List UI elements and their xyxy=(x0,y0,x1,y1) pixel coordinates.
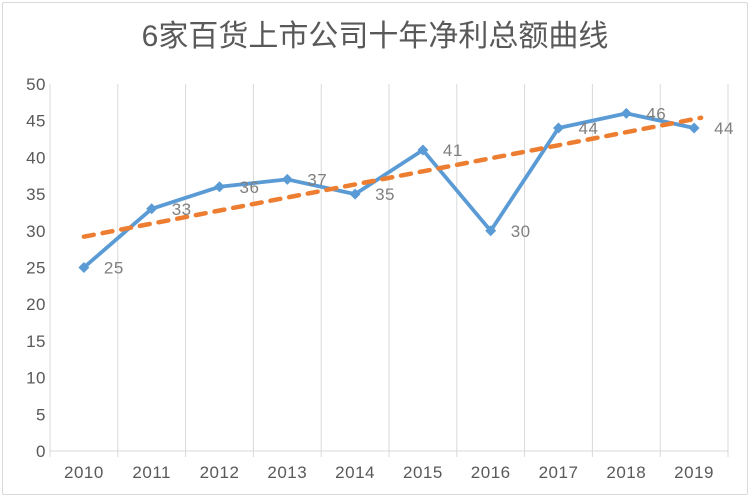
data-point-label: 30 xyxy=(511,222,531,241)
data-point-label: 41 xyxy=(443,141,463,160)
y-axis-tick-label: 15 xyxy=(26,332,46,351)
x-axis-tick-label: 2014 xyxy=(335,463,375,482)
y-axis-tick-label: 20 xyxy=(26,295,46,314)
data-point-label: 37 xyxy=(307,170,327,189)
data-point-marker xyxy=(281,173,293,185)
data-point-label: 46 xyxy=(646,104,666,123)
y-axis-tick-label: 25 xyxy=(26,259,46,278)
data-series-line xyxy=(82,111,696,270)
x-axis-tick-label: 2013 xyxy=(267,463,307,482)
x-axis-tick-label: 2015 xyxy=(403,463,443,482)
data-point-marker xyxy=(214,181,225,193)
y-axis-tick-label: 30 xyxy=(26,222,46,241)
y-axis-tick-label: 0 xyxy=(36,442,46,461)
chart-title: 6家百货上市公司十年净利总额曲线 xyxy=(141,20,609,53)
x-axis-tick-label: 2018 xyxy=(606,463,646,482)
y-axis-tick-label: 5 xyxy=(36,405,46,424)
data-point-label: 35 xyxy=(375,185,395,204)
x-axis-tick-label: 2012 xyxy=(200,463,240,482)
x-axis-tick-label: 2019 xyxy=(674,463,714,482)
data-point-marker xyxy=(146,203,158,215)
y-axis-tick-label: 45 xyxy=(26,112,46,131)
y-axis-tick-label: 40 xyxy=(26,148,46,167)
data-point-label: 36 xyxy=(240,178,260,197)
x-axis-tick-label: 2010 xyxy=(64,463,104,482)
data-point-marker xyxy=(553,122,564,134)
x-axis-tick-label: 2017 xyxy=(539,463,579,482)
data-point-marker xyxy=(349,188,361,200)
data-point-label: 33 xyxy=(172,200,192,219)
y-axis-tick-label: 50 xyxy=(26,75,46,94)
x-axis-tick-label: 2011 xyxy=(132,463,171,482)
data-point-marker xyxy=(78,262,90,273)
data-point-label: 25 xyxy=(104,259,124,278)
data-point-marker xyxy=(417,144,429,156)
data-point-marker xyxy=(688,122,700,134)
data-point-label: 44 xyxy=(714,119,734,138)
data-point-label: 44 xyxy=(579,119,599,138)
trendline xyxy=(81,115,704,239)
data-point-marker xyxy=(485,225,497,237)
y-axis-tick-label: 10 xyxy=(26,369,46,388)
y-axis-tick-label: 35 xyxy=(26,185,46,204)
data-point-marker xyxy=(620,107,632,119)
x-axis-tick-label: 2016 xyxy=(471,463,511,482)
